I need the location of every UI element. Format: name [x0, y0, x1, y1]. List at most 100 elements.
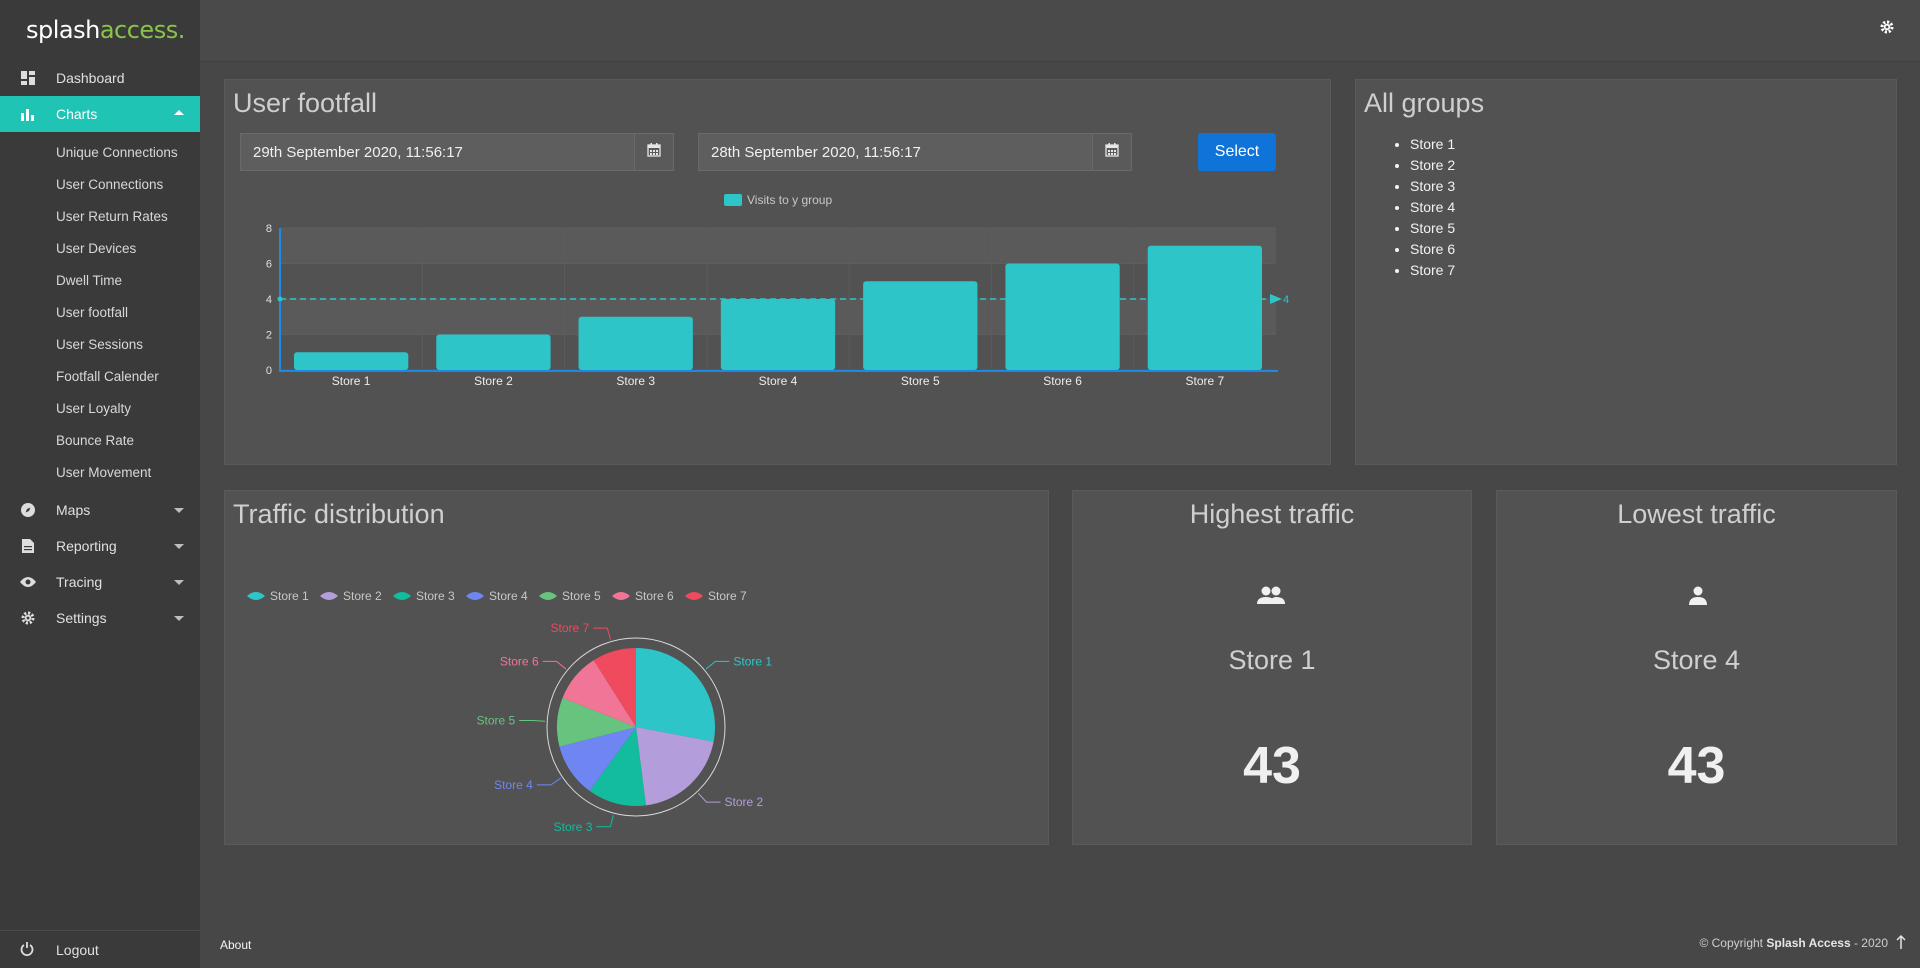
legend-swatch — [247, 592, 265, 600]
compass-icon — [20, 502, 36, 518]
panel-title: All groups — [1364, 88, 1485, 118]
scroll-top-icon[interactable] — [1896, 934, 1906, 950]
groups-list: Store 1 Store 2 Store 3 Store 4 Store 5 … — [1410, 136, 1455, 283]
x-tick-label: Store 3 — [616, 374, 655, 388]
brand-logo[interactable]: splashaccess. — [0, 0, 200, 60]
submenu-item-user-sessions[interactable]: User Sessions — [56, 336, 144, 352]
pie-layer: Store 1 Store 2 Store 3 Store 4 Store 5 Store… — [477, 621, 773, 834]
bar-legend[interactable]: Visits to y group — [724, 193, 832, 207]
legend-label: Store 4 — [489, 589, 528, 603]
list-item: Store 7 — [1410, 262, 1455, 283]
x-tick-label: Store 4 — [759, 374, 798, 388]
all-groups-panel: All groups Store 1 Store 2 Store 3 Store… — [1355, 79, 1897, 465]
chevron-down-icon — [174, 544, 184, 549]
traffic-pie-chart: Store 1 Store 2 Store 3 Store 4 Store 5 Store… — [247, 589, 773, 834]
sidebar-item-label: Maps — [56, 502, 91, 518]
brand-name-part2: access. — [99, 16, 186, 44]
legend-swatch — [724, 194, 742, 206]
list-item: Store 5 — [1410, 220, 1455, 241]
average-marker — [277, 296, 283, 302]
sidebar-item-reporting[interactable]: Reporting — [0, 528, 200, 564]
pie-slice-label: Store 6 — [500, 654, 539, 668]
panel-title: Traffic distribution — [233, 499, 445, 529]
y-tick-label: 6 — [266, 259, 272, 271]
pie-slice — [559, 727, 636, 791]
y-tick-label: 8 — [266, 223, 272, 235]
calendar-icon — [1105, 142, 1119, 162]
highest-traffic-store: Store 1 — [1228, 645, 1316, 675]
sidebar-item-maps[interactable]: Maps — [0, 492, 200, 528]
bar — [294, 352, 409, 370]
pie-slice-label: Store 5 — [477, 714, 516, 728]
chevron-up-icon — [174, 110, 184, 115]
x-tick-label: Store 7 — [1186, 374, 1225, 388]
settings-gear-icon[interactable] — [1880, 20, 1894, 34]
document-icon — [20, 538, 36, 554]
pie-slice-label: Store 2 — [725, 795, 764, 809]
grid-band — [280, 228, 1276, 264]
pie-slice-label: Store 1 — [733, 654, 772, 668]
date-to-value: 28th September 2020, 11:56:17 — [711, 143, 921, 161]
bar — [863, 281, 978, 370]
sidebar: splashaccess. Dashboard Charts Unique Co… — [0, 0, 200, 968]
submenu-item-unique-connections[interactable]: Unique Connections — [56, 144, 178, 160]
panel-title: User footfall — [233, 88, 378, 118]
submenu-item-user-connections[interactable]: User Connections — [56, 176, 164, 192]
user-icon — [1688, 586, 1708, 611]
legend-label: Store 1 — [270, 589, 309, 603]
chevron-down-icon — [174, 508, 184, 513]
list-item: Store 4 — [1410, 199, 1455, 220]
sidebar-item-label: Reporting — [56, 538, 117, 554]
highest-traffic-value: 43 — [1243, 737, 1301, 795]
legend-swatch — [539, 592, 557, 600]
bar-layer: 0 2 4 6 8 Store 1 Store 2 Store 3 Store 4 Store 5… — [266, 223, 1289, 388]
submenu-item-user-loyalty[interactable]: User Loyalty — [56, 400, 132, 416]
list-item: Store 1 — [1410, 136, 1455, 157]
logout-button[interactable]: Logout — [0, 930, 200, 968]
pie-slice — [636, 727, 714, 806]
submenu-item-dwell-time[interactable]: Dwell Time — [56, 272, 123, 288]
submenu-item-user-devices[interactable]: User Devices — [56, 240, 137, 256]
pie-label-line — [536, 777, 562, 786]
traffic-distribution-panel: Traffic distribution Store 1 Store 2 Store… — [224, 490, 1049, 845]
lowest-traffic-store: Store 4 — [1652, 645, 1741, 675]
submenu-item-user-return-rates[interactable]: User Return Rates — [56, 208, 168, 224]
average-label: 4 — [1283, 294, 1289, 306]
submenu-item-bounce-rate[interactable]: Bounce Rate — [56, 432, 135, 448]
lowest-traffic-value: 43 — [1667, 737, 1726, 795]
pie-ring — [546, 637, 726, 817]
list-item: Store 2 — [1410, 157, 1455, 178]
copyright-text: © Copyright Splash Access - 2020 — [1699, 936, 1888, 950]
date-from-calendar-button[interactable] — [634, 133, 674, 171]
lowest-traffic-panel: Lowest traffic Store 4 43 — [1496, 490, 1897, 845]
pie-slice — [636, 648, 715, 742]
y-tick-label: 0 — [266, 365, 272, 377]
sidebar-item-label: Settings — [56, 610, 107, 626]
sidebar-item-settings[interactable]: Settings — [0, 600, 200, 636]
legend-swatch — [320, 592, 338, 600]
chevron-down-icon — [174, 616, 184, 621]
submenu-item-footfall-calender[interactable]: Footfall Calender — [56, 368, 159, 384]
date-from-value: 29th September 2020, 11:56:17 — [253, 143, 463, 161]
list-item: Store 3 — [1410, 178, 1455, 199]
select-button[interactable]: Select — [1198, 133, 1276, 171]
legend-swatch — [393, 592, 411, 600]
about-link[interactable]: About — [220, 938, 252, 952]
x-tick-label: Store 5 — [901, 374, 940, 388]
sidebar-item-charts[interactable]: Charts — [0, 96, 200, 132]
submenu-item-user-footfall[interactable]: User footfall — [56, 304, 129, 320]
legend-swatch — [466, 592, 484, 600]
date-from-input[interactable]: 29th September 2020, 11:56:17 — [240, 133, 635, 171]
charts-submenu: Unique Connections User Connections User… — [0, 132, 200, 492]
date-to-calendar-button[interactable] — [1092, 133, 1132, 171]
legend-label: Store 5 — [562, 589, 601, 603]
chevron-down-icon — [174, 580, 184, 585]
sidebar-item-tracing[interactable]: Tracing — [0, 564, 200, 600]
y-tick-label: 2 — [266, 330, 272, 342]
date-to-input[interactable]: 28th September 2020, 11:56:17 — [698, 133, 1093, 171]
submenu-item-user-movement[interactable]: User Movement — [56, 464, 152, 480]
legend-label: Store 3 — [416, 589, 455, 603]
legend-swatch — [685, 592, 703, 600]
sidebar-item-dashboard[interactable]: Dashboard — [0, 60, 200, 96]
bar — [436, 334, 551, 370]
